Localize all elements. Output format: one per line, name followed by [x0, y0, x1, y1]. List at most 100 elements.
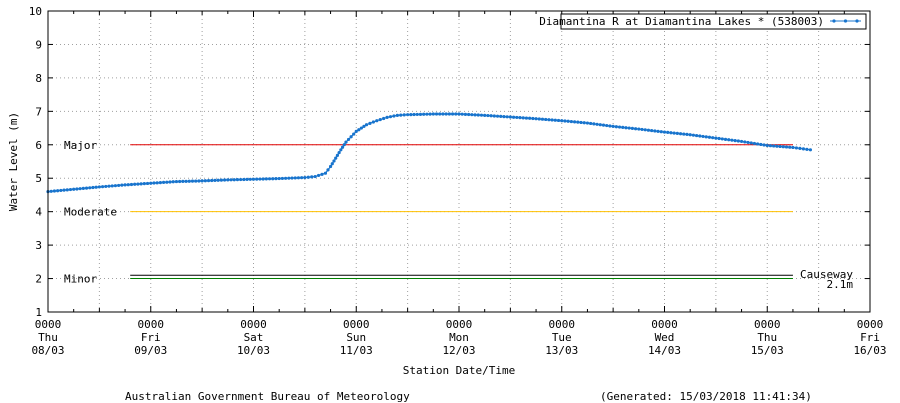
series-point — [650, 128, 654, 133]
series-point — [245, 177, 249, 181]
series-point — [306, 175, 310, 179]
series-point — [688, 133, 692, 137]
series-point — [129, 182, 134, 187]
x-tick-label-time: 0000 — [343, 318, 370, 331]
y-tick-label: 2 — [35, 273, 42, 286]
series-point — [695, 133, 699, 138]
series-point — [274, 177, 278, 181]
y-tick-label: 9 — [35, 38, 42, 51]
series-point — [197, 179, 201, 183]
series-point — [547, 118, 551, 122]
series-point — [113, 184, 118, 188]
series-point — [698, 134, 702, 138]
series-point — [502, 115, 506, 119]
series-point — [733, 138, 737, 143]
series-point — [52, 189, 57, 193]
series-point — [178, 179, 182, 184]
x-tick-label-day: Mon — [449, 331, 469, 344]
series-point — [248, 177, 252, 181]
series-point — [630, 126, 634, 130]
series-point — [656, 129, 660, 133]
series-point — [133, 182, 137, 186]
series-point — [310, 175, 314, 179]
series-point — [158, 181, 162, 185]
series-point — [226, 178, 230, 182]
threshold-value-causeway: 2.1m — [827, 278, 854, 291]
series-point — [441, 112, 445, 116]
series-point — [152, 181, 156, 185]
series-point — [210, 178, 214, 183]
series-point — [352, 132, 356, 136]
series-point — [499, 114, 503, 118]
x-tick-label-time: 0000 — [138, 318, 165, 331]
series-point — [344, 140, 348, 144]
series-point — [425, 112, 429, 116]
series-point — [685, 132, 689, 137]
series-point — [334, 156, 338, 160]
series-point — [165, 180, 169, 184]
series-point — [659, 130, 663, 134]
series-point — [595, 122, 599, 126]
series-point — [675, 131, 679, 136]
series-point — [508, 115, 512, 119]
series-point — [235, 178, 240, 182]
y-axis-ticks: 1 2 3 4 5 6 7 8 9 10 — [29, 5, 870, 319]
series-point — [463, 112, 468, 116]
series-point — [320, 172, 324, 176]
y-tick-label: 4 — [35, 206, 42, 219]
series-point — [589, 121, 593, 126]
x-tick-label-time: 0000 — [35, 318, 62, 331]
series-point — [553, 118, 557, 122]
x-tick-label-day: Wed — [655, 331, 675, 344]
series-point — [762, 143, 766, 147]
series-point — [161, 180, 166, 185]
series-point — [149, 181, 153, 185]
series-point — [316, 173, 321, 178]
series-point — [313, 174, 317, 179]
series-point — [617, 125, 622, 129]
series-point — [492, 114, 496, 118]
series-point — [450, 112, 455, 116]
series-point — [65, 188, 69, 192]
series-point — [467, 112, 471, 117]
series-point — [242, 177, 246, 182]
series-point — [775, 144, 779, 148]
series-point — [354, 129, 358, 133]
series-point — [255, 177, 259, 181]
series-point — [801, 147, 806, 151]
series-point — [323, 171, 328, 175]
series-point — [479, 113, 484, 117]
series-point — [627, 126, 631, 130]
series-point — [300, 176, 304, 180]
series-point — [544, 117, 548, 122]
series-point — [415, 112, 419, 117]
series-point — [457, 112, 461, 116]
series-point — [332, 159, 336, 163]
series-point — [438, 112, 442, 116]
series-point — [704, 135, 708, 139]
x-tick-label-time: 0000 — [754, 318, 781, 331]
series-point — [349, 135, 353, 139]
y-tick-label: 5 — [35, 172, 42, 185]
series-point — [190, 179, 195, 183]
series-point — [788, 145, 792, 149]
series-point — [388, 115, 393, 119]
series-point — [778, 144, 782, 149]
series-point — [495, 114, 500, 118]
series-point — [653, 129, 657, 133]
x-tick-label-time: 0000 — [549, 318, 576, 331]
series-point — [521, 116, 525, 120]
series-point — [72, 187, 76, 191]
series-point — [566, 119, 570, 123]
series-point — [75, 187, 79, 191]
series-point — [531, 116, 535, 121]
series-point — [94, 185, 98, 189]
series-point — [395, 113, 399, 117]
series-point — [572, 120, 577, 124]
series-point — [339, 148, 343, 152]
series-point — [330, 162, 334, 166]
series-point — [126, 183, 130, 187]
series-point — [184, 179, 188, 183]
series-point — [357, 128, 361, 132]
